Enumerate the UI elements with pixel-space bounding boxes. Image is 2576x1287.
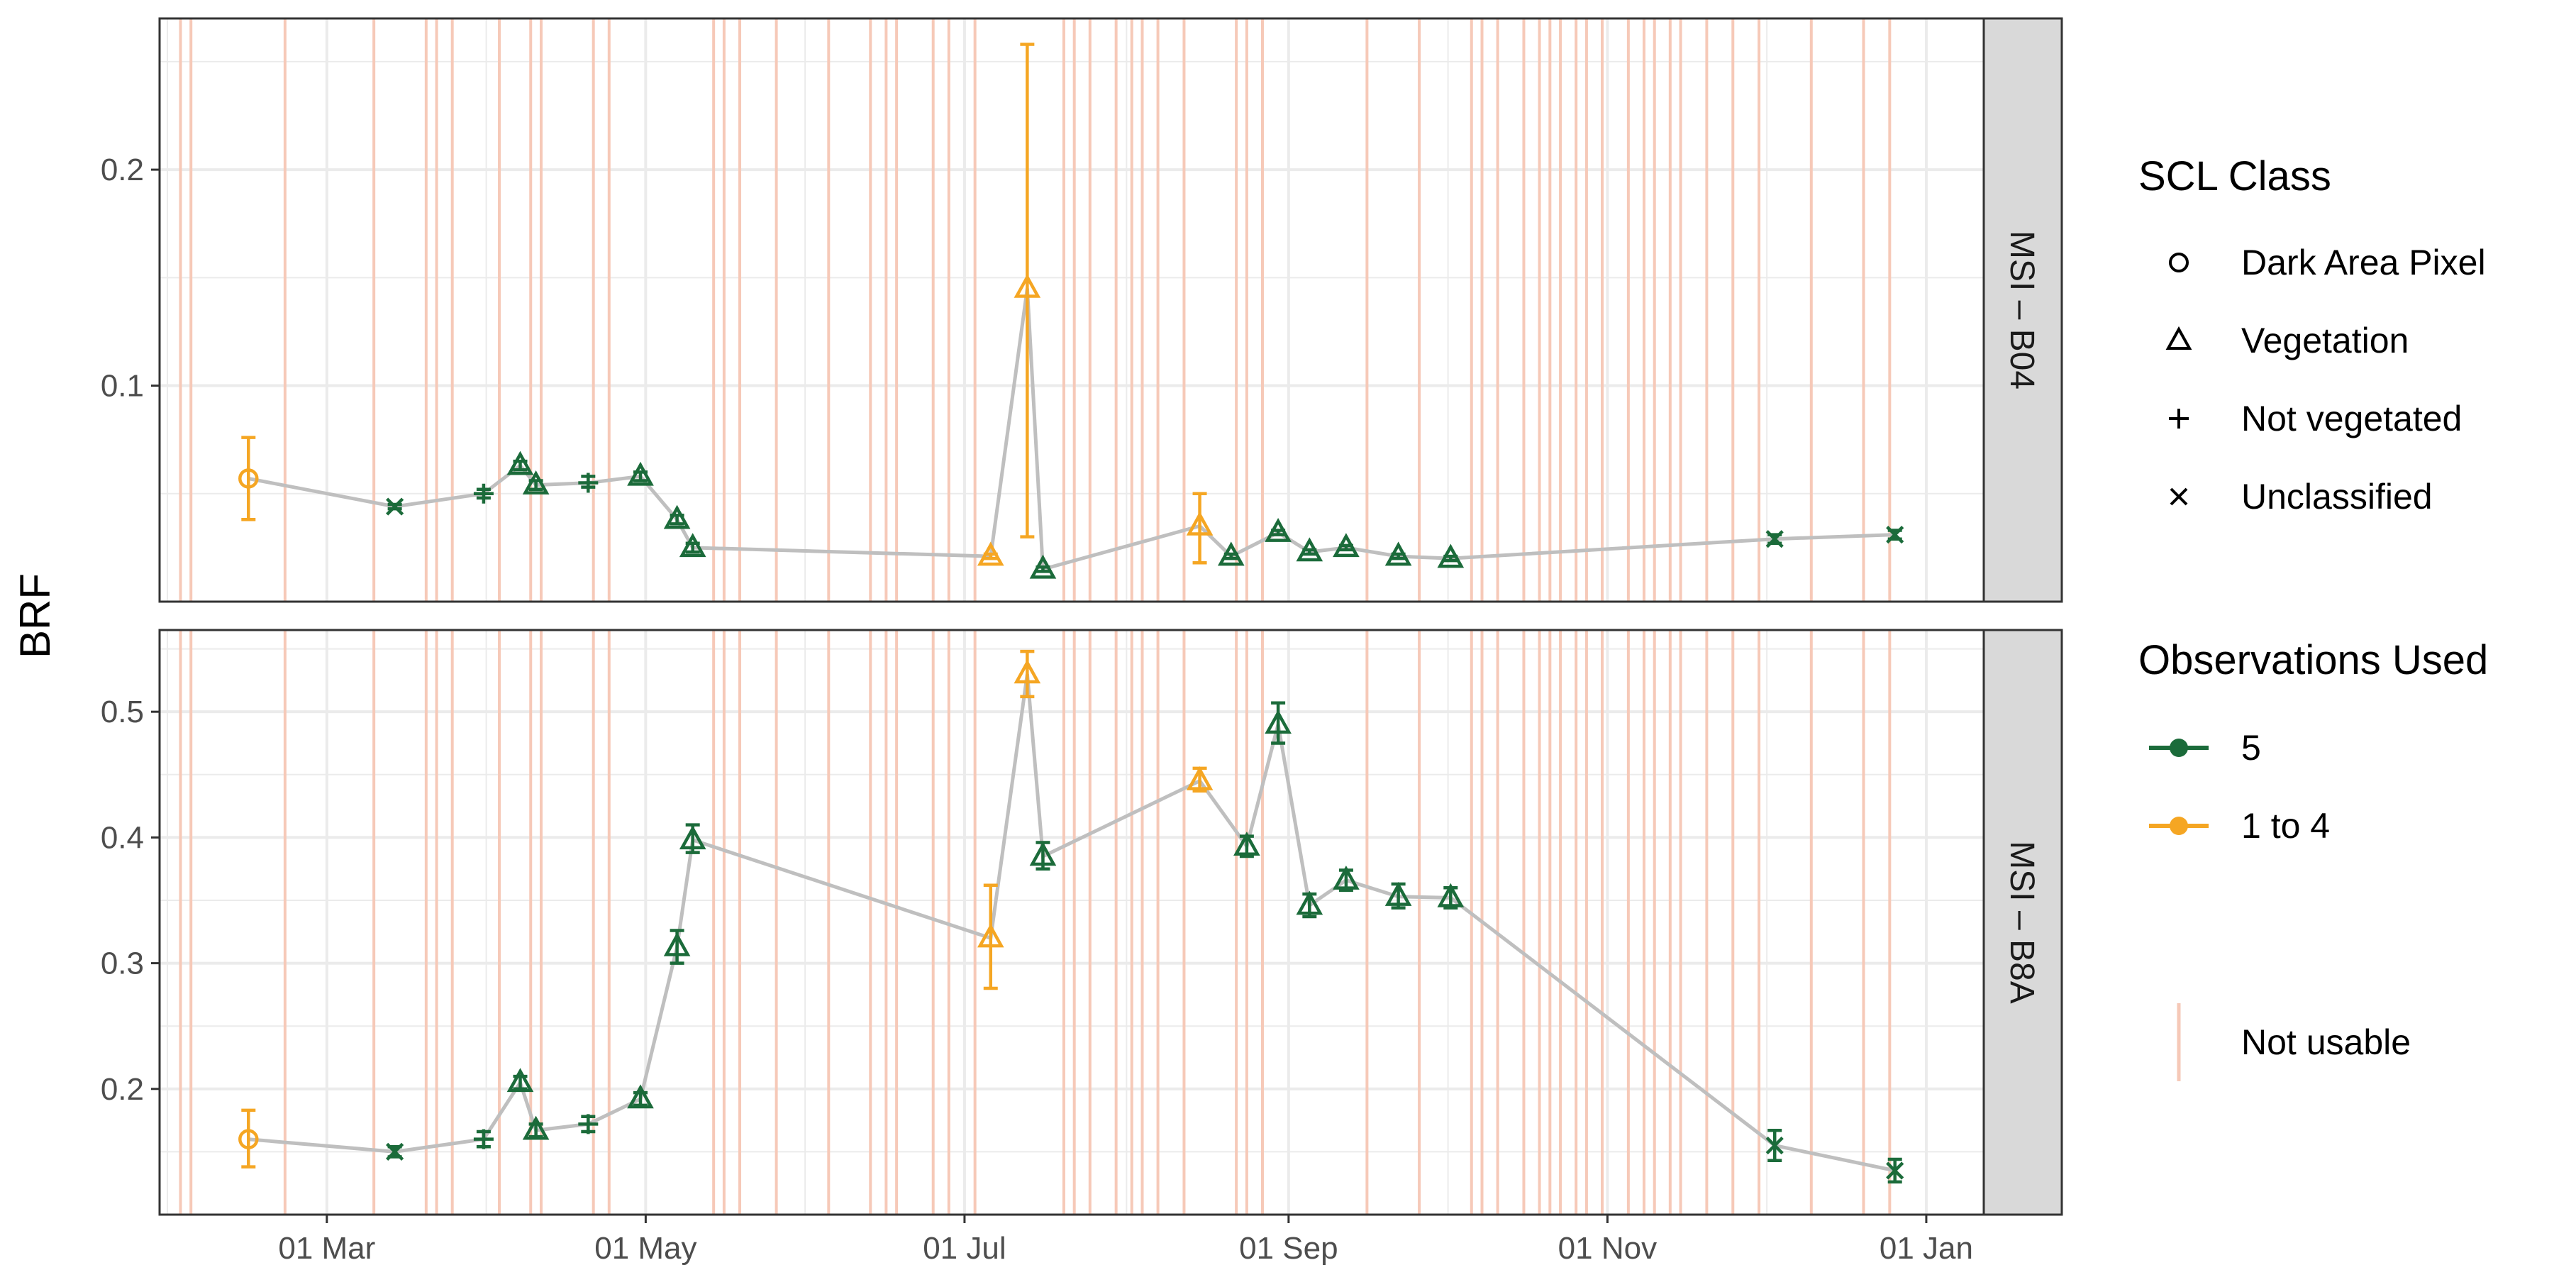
facet-strip bbox=[1982, 629, 2063, 1216]
point-triangle bbox=[506, 451, 534, 475]
legend-label: Not vegetated bbox=[2241, 399, 2462, 438]
legend-label: 5 bbox=[2241, 728, 2261, 768]
legend-title-scl: SCL Class bbox=[2138, 153, 2331, 199]
legend-item-obs-1to4: 1 to 4 bbox=[2149, 806, 2330, 846]
point-triangle bbox=[627, 1084, 654, 1109]
error-bar bbox=[241, 436, 256, 521]
point-circle bbox=[238, 468, 259, 489]
x-tick-label: 01 May bbox=[594, 1231, 696, 1266]
legend-item-not-usable: Not usable bbox=[2177, 1003, 2411, 1081]
point-triangle bbox=[1265, 517, 1292, 542]
point-plus bbox=[2169, 409, 2189, 429]
x-tick-label: 01 Mar bbox=[278, 1231, 375, 1266]
facet-strip bbox=[1982, 17, 2063, 603]
y-tick-label: 0.5 bbox=[101, 695, 144, 729]
point-triangle bbox=[506, 1068, 534, 1093]
point-triangle bbox=[1437, 883, 1465, 907]
panels: 0.1 0.2 MSI – B04 0.2 0.3 0.4 0.5 MSI – B8A 01 M… bbox=[101, 17, 2063, 1266]
legend-label: Unclassified bbox=[2241, 477, 2433, 517]
point-triangle bbox=[1014, 659, 1041, 684]
point-triangle bbox=[977, 923, 1004, 948]
panel-background bbox=[160, 630, 1984, 1215]
y-tick-label: 0.2 bbox=[101, 153, 144, 187]
point-circle bbox=[238, 1129, 259, 1149]
point-triangle bbox=[1029, 841, 1057, 866]
legend-label: Vegetation bbox=[2241, 321, 2409, 360]
legend-title-obs: Observations Used bbox=[2138, 637, 2488, 683]
legend-item-notveg: Not vegetated bbox=[2169, 399, 2462, 438]
error-bar bbox=[1020, 43, 1035, 538]
point-plus bbox=[578, 473, 599, 493]
point-plus bbox=[578, 1114, 599, 1134]
point-triangle bbox=[1384, 882, 1412, 906]
error-bar bbox=[1020, 649, 1035, 699]
point-triangle bbox=[1233, 832, 1260, 856]
panel-1: 0.1 0.2 MSI – B04 bbox=[101, 17, 2063, 603]
y-tick-label: 0.4 bbox=[101, 820, 144, 855]
point-cross bbox=[2170, 487, 2188, 506]
panel-background bbox=[160, 18, 1984, 602]
legend-dot bbox=[2170, 817, 2188, 835]
error-bar bbox=[241, 1108, 256, 1169]
point-triangle bbox=[679, 533, 706, 558]
error-bar bbox=[983, 883, 998, 990]
point-triangle bbox=[663, 504, 691, 529]
x-tick-label: 01 Jan bbox=[1880, 1231, 1973, 1266]
legend-item-obs-5: 5 bbox=[2149, 728, 2261, 768]
point-triangle bbox=[2165, 326, 2192, 350]
point-cross bbox=[386, 497, 404, 516]
point-triangle bbox=[1333, 533, 1360, 558]
point-triangle bbox=[1296, 890, 1323, 915]
point-triangle bbox=[1265, 709, 1292, 734]
point-triangle bbox=[1014, 273, 1041, 298]
point-triangle bbox=[1186, 511, 1214, 536]
legend-label: 1 to 4 bbox=[2241, 806, 2330, 846]
point-circle bbox=[2169, 253, 2189, 272]
legend: SCL Class Dark Area Pixel Vegetation Not ve… bbox=[2138, 153, 2488, 1081]
legend-item-unclassified: Unclassified bbox=[2170, 477, 2433, 517]
x-tick-label: 01 Jul bbox=[923, 1231, 1006, 1266]
point-triangle bbox=[1384, 541, 1412, 566]
point-triangle bbox=[1186, 766, 1214, 790]
legend-item-veg: Vegetation bbox=[2165, 321, 2409, 360]
error-bar bbox=[1192, 492, 1207, 565]
x-tick-label: 01 Nov bbox=[1558, 1231, 1657, 1266]
y-tick-label: 0.1 bbox=[101, 369, 144, 404]
legend-item-dark: Dark Area Pixel bbox=[2169, 243, 2486, 282]
facet-strip-label: MSI – B8A bbox=[2003, 841, 2041, 1003]
error-bar bbox=[1271, 701, 1286, 745]
legend-label: Not usable bbox=[2241, 1022, 2411, 1062]
point-triangle bbox=[522, 470, 550, 495]
point-triangle bbox=[1217, 541, 1245, 566]
point-triangle bbox=[627, 461, 654, 486]
point-triangle bbox=[1296, 537, 1323, 562]
facet-strip-label: MSI – B04 bbox=[2003, 231, 2041, 390]
point-triangle bbox=[663, 932, 691, 956]
point-cross bbox=[1765, 1136, 1784, 1155]
point-triangle bbox=[1029, 554, 1057, 579]
legend-label: Dark Area Pixel bbox=[2241, 243, 2486, 282]
y-tick-label: 0.3 bbox=[101, 946, 144, 981]
point-triangle bbox=[1333, 866, 1360, 890]
point-cross bbox=[1886, 526, 1904, 544]
legend-dot bbox=[2170, 739, 2188, 757]
panel-2: 0.2 0.3 0.4 0.5 MSI – B8A 01 Mar 01 May 01 Jul 0… bbox=[101, 629, 2063, 1266]
point-cross bbox=[386, 1142, 404, 1161]
point-plus bbox=[473, 1129, 494, 1149]
point-plus bbox=[473, 483, 494, 504]
point-cross bbox=[1765, 530, 1784, 548]
y-axis-title: BRF bbox=[11, 573, 59, 658]
point-triangle bbox=[522, 1115, 550, 1140]
y-tick-label: 0.2 bbox=[101, 1072, 144, 1107]
point-cross bbox=[1886, 1161, 1904, 1180]
point-triangle bbox=[679, 825, 706, 850]
point-triangle bbox=[1437, 543, 1465, 568]
x-tick-label: 01 Sep bbox=[1239, 1231, 1338, 1266]
point-triangle bbox=[977, 541, 1004, 566]
